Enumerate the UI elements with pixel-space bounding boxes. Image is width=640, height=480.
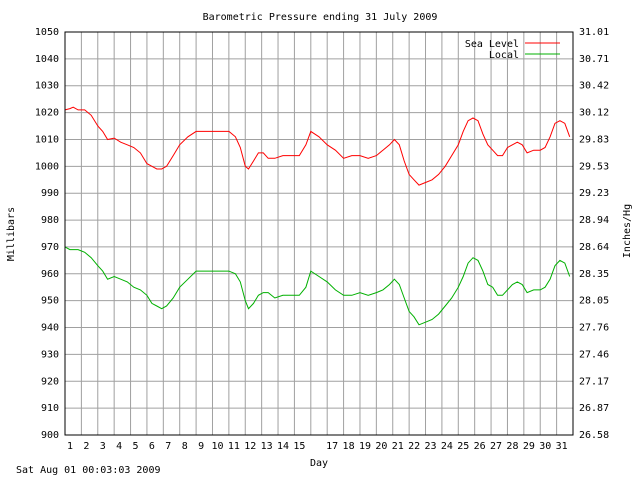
grid-lines	[64, 31, 574, 436]
x-tick-label: 11	[228, 441, 240, 452]
y-tick-label-right: 26.58	[579, 430, 609, 441]
x-tick-label: 15	[293, 441, 305, 452]
x-tick-label: 28	[506, 441, 518, 452]
x-tick-label: 27	[490, 441, 502, 452]
y-tick-label-left: 900	[41, 430, 59, 441]
x-tick-label: 26	[474, 441, 486, 452]
x-tick-label: 3	[100, 441, 106, 452]
x-tick-label: 10	[211, 441, 223, 452]
series-line-local	[64, 246, 571, 326]
x-tick-label: 30	[539, 441, 551, 452]
y-tick-label-right: 28.94	[579, 215, 609, 226]
x-tick-label: 9	[198, 441, 204, 452]
y-tick-label-right: 29.23	[579, 188, 609, 199]
x-tick-label: 22	[408, 441, 420, 452]
series-layer	[64, 106, 571, 326]
plot-frame	[64, 31, 574, 436]
y-tick-label-right: 29.53	[579, 161, 609, 172]
y-tick-label-left: 950	[41, 296, 59, 307]
y-tick-label-left: 940	[41, 323, 59, 334]
timestamp-footer: Sat Aug 01 00:03:03 2009	[16, 465, 161, 476]
legend-label-local: Local	[489, 50, 519, 61]
y-tick-label-left: 1020	[35, 108, 59, 119]
chart-title: Barometric Pressure ending 31 July 2009	[203, 12, 438, 23]
y-tick-label-right: 28.05	[579, 296, 609, 307]
y-axis-label-right: Inches/Hg	[622, 204, 633, 258]
x-axis-label: Day	[310, 458, 328, 469]
y-tick-label-right: 27.76	[579, 323, 609, 334]
y-tick-label-left: 970	[41, 242, 59, 253]
x-tick-label: 24	[441, 441, 453, 452]
x-tick-label: 1	[67, 441, 73, 452]
x-tick-label: 29	[523, 441, 535, 452]
x-tick-label: 12	[244, 441, 256, 452]
x-tick-label: 20	[375, 441, 387, 452]
y-tick-label-left: 1030	[35, 81, 59, 92]
x-tick-label: 23	[424, 441, 436, 452]
y-tick-label-right: 26.87	[579, 403, 609, 414]
y-tick-label-right: 30.71	[579, 54, 609, 65]
y-tick-label-right: 29.83	[579, 134, 609, 145]
x-tick-label: 4	[116, 441, 122, 452]
y-tick-label-right: 31.01	[579, 27, 609, 38]
y-tick-label-right: 28.35	[579, 269, 609, 280]
y-tick-label-left: 1000	[35, 161, 59, 172]
y-tick-label-left: 930	[41, 349, 59, 360]
y-tick-label-left: 1050	[35, 27, 59, 38]
x-tick-label: 5	[133, 441, 139, 452]
x-tick-label: 7	[165, 441, 171, 452]
series-line-sea-level	[64, 106, 571, 186]
y-tick-label-right: 27.17	[579, 376, 609, 387]
legend-label-sea-level: Sea Level	[465, 39, 519, 50]
x-tick-label: 31	[556, 441, 568, 452]
y-tick-label-left: 1010	[35, 134, 59, 145]
x-tick-label: 6	[149, 441, 155, 452]
y-tick-label-right: 27.46	[579, 349, 609, 360]
y-tick-label-right: 30.42	[579, 81, 609, 92]
x-tick-label: 13	[261, 441, 273, 452]
y-tick-label-right: 28.64	[579, 242, 609, 253]
x-tick-label: 14	[277, 441, 289, 452]
y-tick-label-left: 960	[41, 269, 59, 280]
x-tick-label: 19	[359, 441, 371, 452]
x-tick-label: 25	[457, 441, 469, 452]
y-axis-label-left: Millibars	[6, 207, 17, 261]
y-tick-label-right: 30.12	[579, 108, 609, 119]
y-tick-label-left: 920	[41, 376, 59, 387]
y-tick-label-left: 910	[41, 403, 59, 414]
y-tick-label-left: 980	[41, 215, 59, 226]
legend: Sea Level Local	[465, 39, 560, 61]
x-tick-label: 18	[343, 441, 355, 452]
x-tick-label: 21	[392, 441, 404, 452]
y-tick-label-left: 1040	[35, 54, 59, 65]
x-tick-label: 2	[83, 441, 89, 452]
y-tick-label-left: 990	[41, 188, 59, 199]
x-tick-label: 17	[326, 441, 338, 452]
x-tick-label: 8	[182, 441, 188, 452]
